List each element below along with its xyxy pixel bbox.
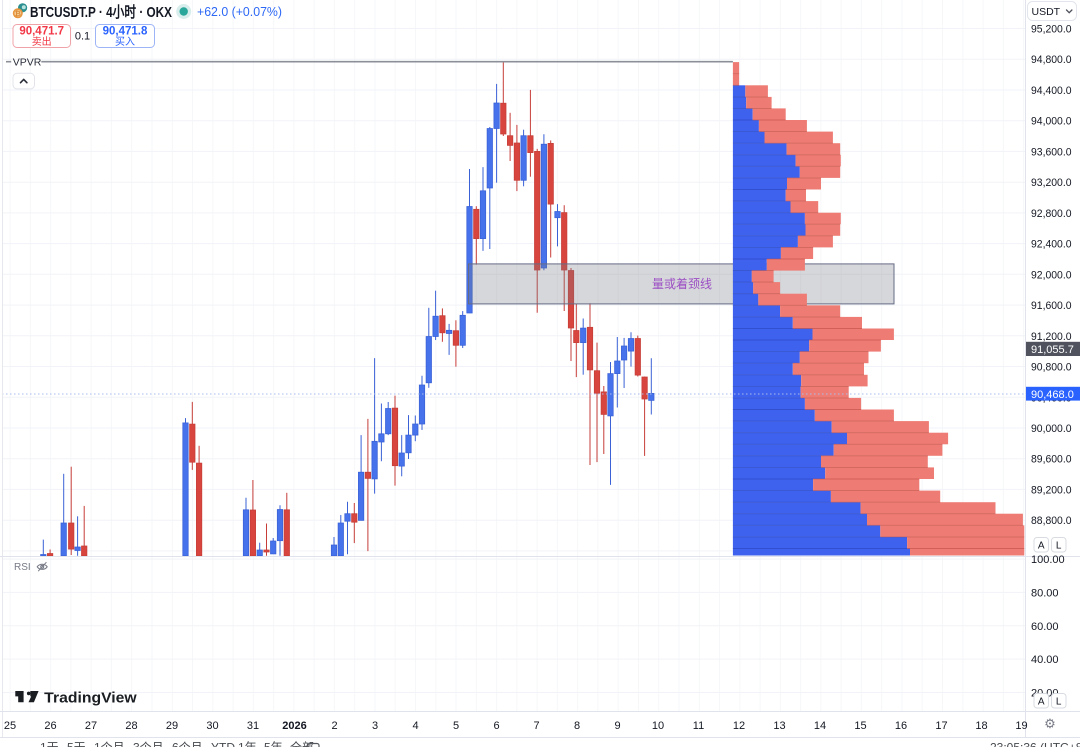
svg-text:6: 6: [493, 720, 499, 732]
svg-text:A: A: [1038, 541, 1045, 552]
svg-text:23:05:36 (UTC+8): 23:05:36 (UTC+8): [990, 741, 1080, 747]
svg-text:17: 17: [935, 720, 947, 732]
svg-text:12: 12: [733, 720, 745, 732]
svg-text:94,800.0: 94,800.0: [1031, 54, 1072, 66]
svg-text:92,000.0: 92,000.0: [1031, 269, 1072, 281]
svg-text:8: 8: [574, 720, 580, 732]
svg-text:1年: 1年: [238, 741, 257, 747]
svg-text:1天: 1天: [40, 741, 59, 747]
svg-text:BTCUSDT.P · 4小时 · OKX: BTCUSDT.P · 4小时 · OKX: [30, 4, 172, 21]
svg-text:16: 16: [895, 720, 907, 732]
svg-text:0.1: 0.1: [75, 31, 90, 43]
svg-text:5年: 5年: [264, 741, 283, 747]
svg-text:₿: ₿: [15, 9, 21, 18]
svg-text:91,600.0: 91,600.0: [1031, 300, 1072, 312]
svg-text:94,400.0: 94,400.0: [1031, 85, 1072, 97]
svg-text:92,400.0: 92,400.0: [1031, 239, 1072, 251]
svg-text:9: 9: [614, 720, 620, 732]
svg-text:A: A: [1038, 697, 1045, 708]
svg-text:25: 25: [4, 720, 16, 732]
svg-text:91,200.0: 91,200.0: [1031, 331, 1072, 343]
svg-text:L: L: [1056, 697, 1062, 708]
svg-text:30: 30: [206, 720, 218, 732]
svg-text:88,800.0: 88,800.0: [1031, 515, 1072, 527]
svg-text:40.00: 40.00: [1031, 654, 1059, 666]
svg-text:93,200.0: 93,200.0: [1031, 177, 1072, 189]
svg-text:14: 14: [814, 720, 826, 732]
svg-text:6个月: 6个月: [172, 741, 203, 747]
svg-text:80.00: 80.00: [1031, 587, 1059, 599]
svg-text:3: 3: [372, 720, 378, 732]
svg-text:29: 29: [166, 720, 178, 732]
svg-text:95,200.0: 95,200.0: [1031, 24, 1072, 36]
svg-text:7: 7: [533, 720, 539, 732]
svg-text:13: 13: [773, 720, 785, 732]
svg-text:31: 31: [247, 720, 259, 732]
svg-text:L: L: [1056, 541, 1062, 552]
svg-text:5天: 5天: [67, 741, 86, 747]
svg-text:19: 19: [1015, 720, 1027, 732]
svg-text:89,600.0: 89,600.0: [1031, 454, 1072, 466]
svg-text:VPVR: VPVR: [13, 56, 42, 68]
svg-text:3个月: 3个月: [133, 741, 164, 747]
svg-text:100.00: 100.00: [1031, 554, 1065, 566]
svg-text:10: 10: [652, 720, 664, 732]
svg-text:卖出: 卖出: [32, 35, 52, 48]
svg-text:USDT: USDT: [1032, 6, 1061, 18]
svg-text:90,471.7: 90,471.7: [19, 26, 64, 38]
svg-text:90,468.0: 90,468.0: [1031, 389, 1074, 401]
svg-text:买入: 买入: [115, 36, 135, 48]
svg-text:26: 26: [44, 720, 56, 732]
svg-text:RSI: RSI: [14, 562, 31, 573]
svg-text:91,055.7: 91,055.7: [1031, 344, 1074, 356]
svg-text:TradingView: TradingView: [44, 690, 137, 707]
svg-text:90,471.8: 90,471.8: [103, 26, 148, 38]
svg-text:2026: 2026: [282, 720, 306, 732]
svg-text:60.00: 60.00: [1031, 621, 1059, 633]
svg-text:93,600.0: 93,600.0: [1031, 146, 1072, 158]
svg-text:15: 15: [854, 720, 866, 732]
svg-text:27: 27: [85, 720, 97, 732]
svg-text:4: 4: [412, 720, 418, 732]
svg-text:⚙: ⚙: [1044, 716, 1056, 731]
svg-text:1个月: 1个月: [94, 741, 125, 747]
svg-text:5: 5: [453, 720, 459, 732]
svg-text:18: 18: [975, 720, 987, 732]
svg-text:89,200.0: 89,200.0: [1031, 484, 1072, 496]
svg-text:90,800.0: 90,800.0: [1031, 362, 1072, 374]
svg-text:全部: 全部: [290, 740, 314, 747]
svg-text:28: 28: [125, 720, 137, 732]
svg-text:YTD: YTD: [211, 741, 235, 747]
svg-text:11: 11: [693, 720, 704, 732]
svg-text:94,000.0: 94,000.0: [1031, 116, 1072, 128]
svg-text:量或着颈线: 量或着颈线: [652, 276, 712, 291]
svg-text:92,800.0: 92,800.0: [1031, 208, 1072, 220]
svg-text:90,000.0: 90,000.0: [1031, 423, 1072, 435]
svg-text:+62.0 (+0.07%): +62.0 (+0.07%): [197, 4, 282, 19]
svg-text:2: 2: [331, 720, 337, 732]
